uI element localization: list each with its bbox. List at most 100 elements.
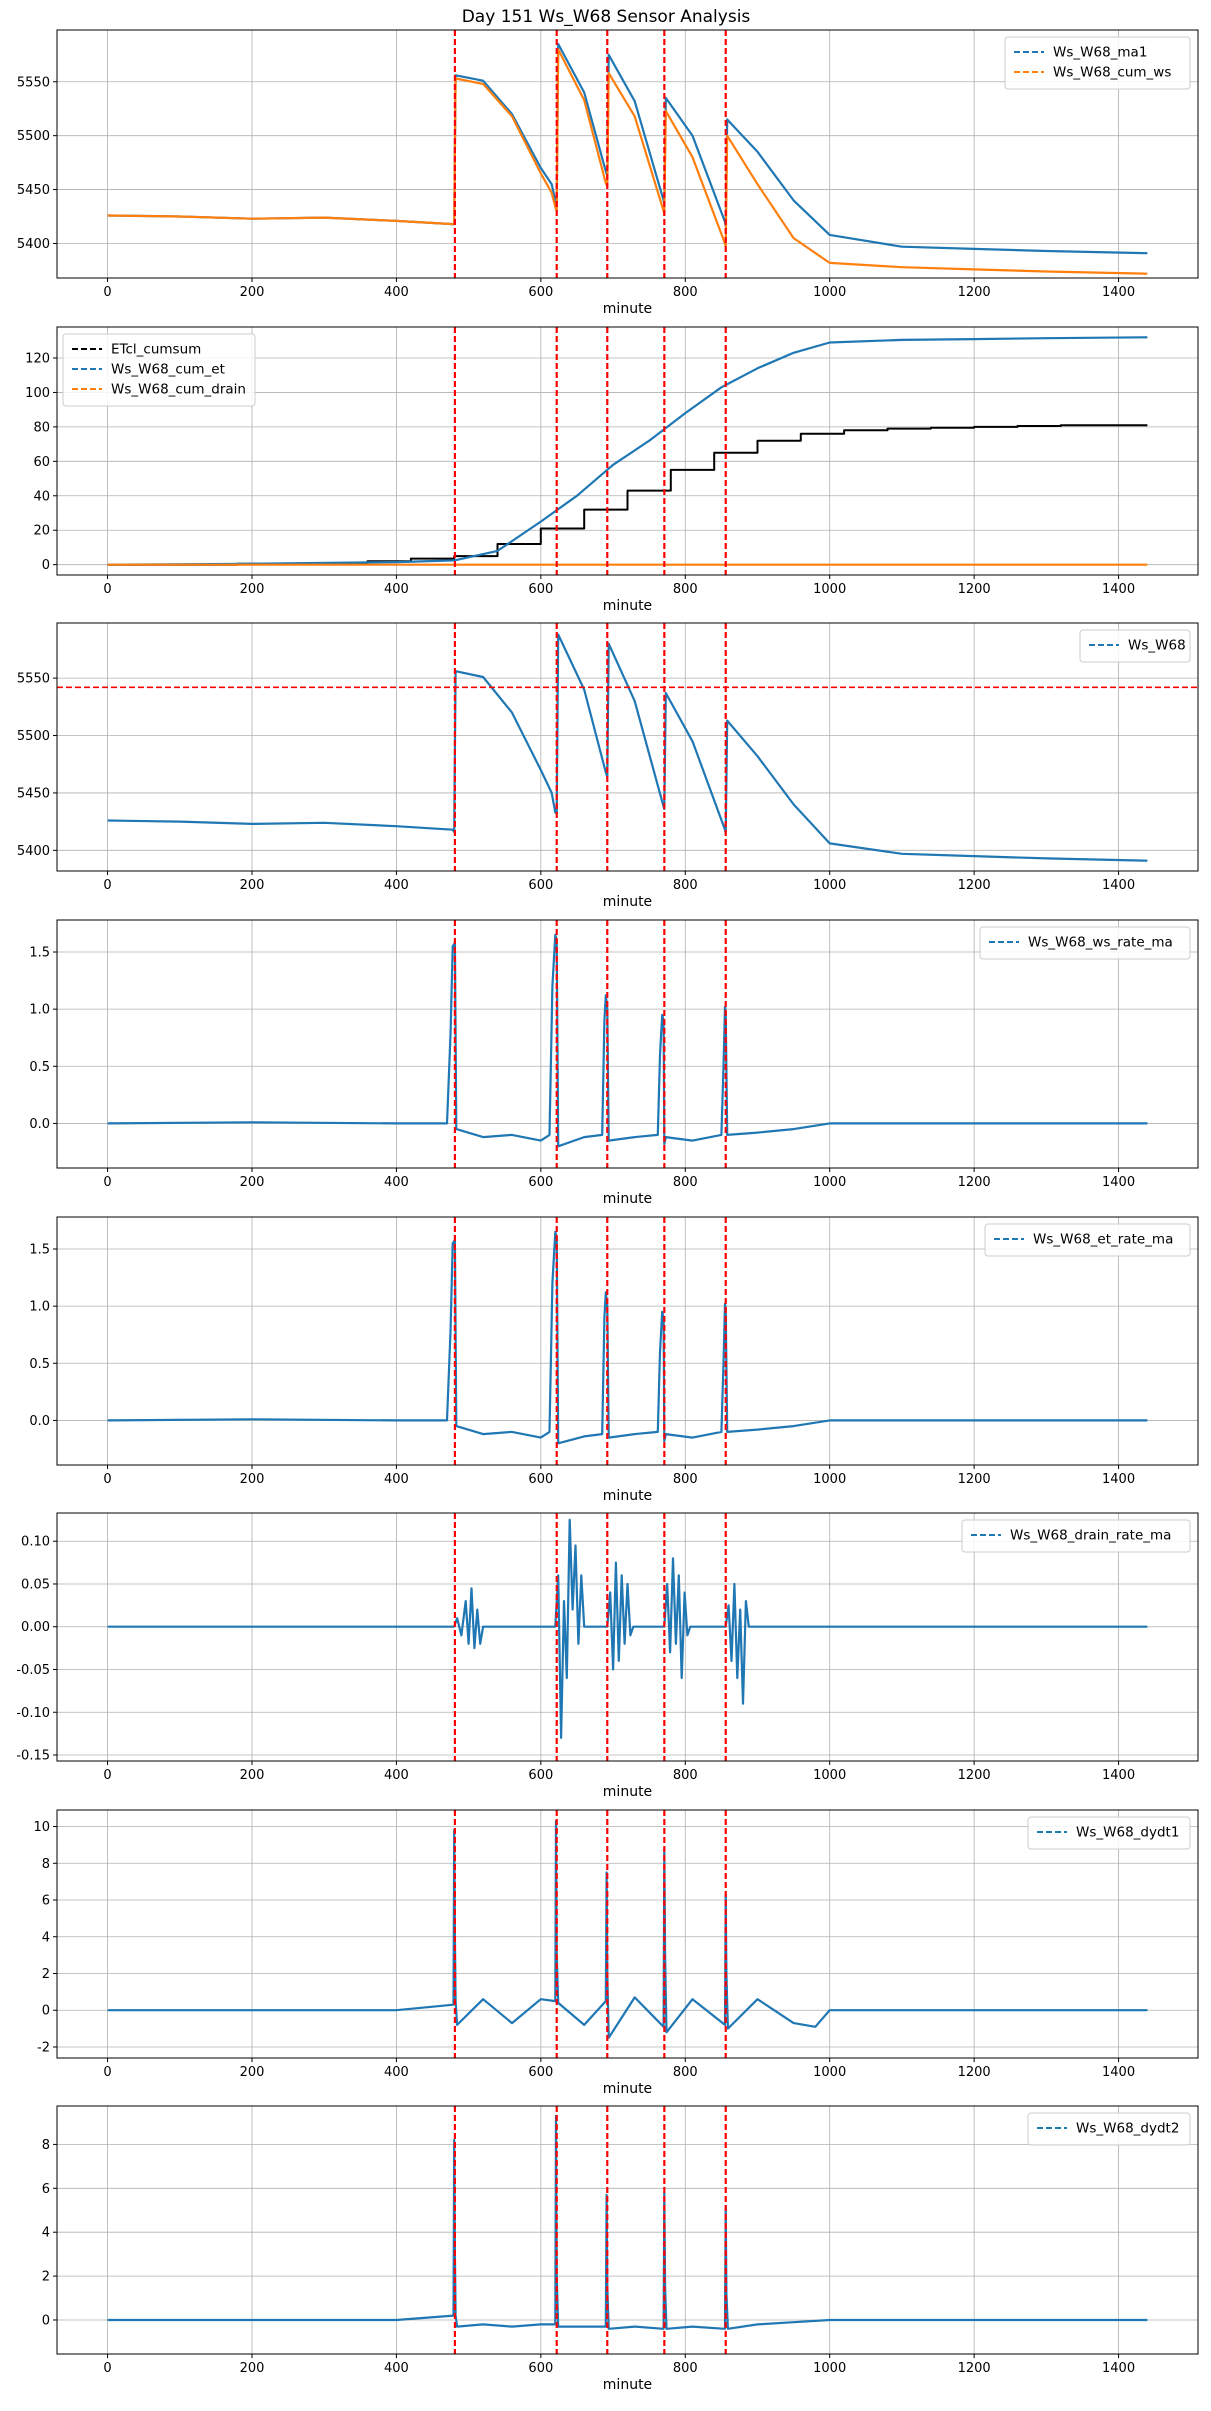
x-tick-label: 1200 (958, 582, 991, 597)
x-tick-label: 0 (103, 1472, 111, 1487)
series-group (107, 1217, 1148, 1465)
x-tick-label: 400 (384, 1768, 409, 1783)
x-tick-label: 600 (528, 582, 553, 597)
x-tick-label: 0 (103, 1175, 111, 1190)
axes-frame (56, 622, 1199, 872)
x-tick-label: 0 (103, 2065, 111, 2080)
y-tick-label: 1.5 (29, 946, 50, 961)
x-tick-label: 1200 (958, 285, 991, 300)
y-tick-label: 0.5 (29, 1060, 50, 1075)
x-tick-label: 1200 (958, 1175, 991, 1190)
y-tick-label: 0.10 (21, 1535, 50, 1550)
x-tick-label: 1200 (958, 1768, 991, 1783)
y-tick-label: 5500 (17, 129, 50, 144)
legend: Ws_W68_dydt2 (1027, 2112, 1191, 2146)
subplot-p7: 0 200 400 600 800 1000 1200 1400 -2 0 2 4 6 8 10 minute… (33, 1809, 1199, 2097)
y-tick-label: 120 (25, 352, 50, 367)
legend-box (1027, 2112, 1191, 2146)
y-tick-label: -0.15 (16, 1749, 50, 1764)
x-tick-label: 1400 (1102, 1768, 1135, 1783)
x-tick-label: 1200 (958, 878, 991, 893)
y-tick-label: 8 (42, 2138, 50, 2153)
x-tick-label: 600 (528, 2361, 553, 2376)
legend-box (62, 333, 256, 407)
legend-label: Ws_W68_drain_rate_ma (1010, 1528, 1171, 1544)
y-tick-label: 60 (33, 455, 50, 470)
x-tick-label: 800 (673, 1175, 698, 1190)
series-line-Ws_W68 (107, 633, 1148, 862)
x-tick-label: 0 (103, 878, 111, 893)
legend-label: Ws_W68_ma1 (1053, 45, 1147, 61)
axes-frame (56, 919, 1199, 1169)
y-tick-label: 4 (42, 1930, 50, 1945)
x-axis-label: minute (603, 2081, 652, 2097)
subplot-p2: 0 200 400 600 800 1000 1200 1400 0 20 40 60 80 100 120… (25, 326, 1199, 614)
x-tick-label: 1400 (1102, 285, 1135, 300)
x-tick-label: 600 (528, 1472, 553, 1487)
x-tick-label: 1000 (813, 878, 846, 893)
x-tick-label: 0 (103, 582, 111, 597)
x-tick-label: 0 (103, 2361, 111, 2376)
x-tick-label: 200 (240, 2065, 265, 2080)
y-tick-label: 20 (33, 524, 50, 539)
legend-label: Ws_W68 (1128, 638, 1186, 654)
y-tick-label: 5400 (17, 844, 50, 859)
series-group (107, 1810, 1148, 2058)
x-tick-label: 400 (384, 2065, 409, 2080)
figure-title: Day 151 Ws_W68 Sensor Analysis (462, 7, 751, 27)
y-tick-label: 0 (42, 558, 50, 573)
series-group (107, 920, 1148, 1168)
x-tick-label: 800 (673, 2065, 698, 2080)
legend: Ws_W68_et_rate_ma (984, 1223, 1191, 1257)
y-tick-label: 5550 (17, 672, 50, 687)
axes-frame (56, 2105, 1199, 2355)
y-tick-label: 5450 (17, 786, 50, 801)
x-tick-label: 1000 (813, 2065, 846, 2080)
legend: Ws_W68_ws_rate_ma (979, 926, 1191, 960)
x-tick-label: 1400 (1102, 878, 1135, 893)
legend-label: Ws_W68_dydt2 (1076, 2121, 1179, 2137)
x-tick-label: 600 (528, 2065, 553, 2080)
y-tick-label: 0 (42, 2313, 50, 2328)
series-group (107, 30, 1148, 278)
axes-frame (56, 1512, 1199, 1762)
y-tick-label: 8 (42, 1857, 50, 1872)
x-tick-label: 400 (384, 1175, 409, 1190)
y-tick-label: -0.05 (16, 1663, 50, 1678)
x-axis-label: minute (603, 1784, 652, 1800)
y-tick-label: -0.10 (16, 1706, 50, 1721)
subplot-p5: 0 200 400 600 800 1000 1200 1400 0.0 0.5 1.0 1.5 min… (29, 1216, 1199, 1504)
x-tick-label: 1200 (958, 2065, 991, 2080)
legend: Ws_W68_dydt1 (1027, 1816, 1191, 1850)
legend: ETcl_cumsum Ws_W68_cum_et Ws_W68_cum_drain (62, 333, 256, 407)
y-tick-label: 4 (42, 2226, 50, 2241)
y-tick-label: 1.5 (29, 1243, 50, 1258)
y-tick-label: 5400 (17, 237, 50, 252)
x-tick-label: 200 (240, 285, 265, 300)
y-tick-label: 0.00 (21, 1620, 50, 1635)
y-tick-label: 0.05 (21, 1577, 50, 1592)
x-tick-label: 1000 (813, 582, 846, 597)
y-tick-label: 80 (33, 420, 50, 435)
legend-label: Ws_W68_cum_et (111, 362, 225, 378)
axes-frame (56, 1809, 1199, 2059)
legend-label: Ws_W68_ws_rate_ma (1028, 935, 1173, 951)
x-tick-label: 800 (673, 285, 698, 300)
legend-box (984, 1223, 1191, 1257)
x-tick-label: 0 (103, 1768, 111, 1783)
series-line-Ws_W68_cum_ws (107, 48, 1148, 275)
series-line-Ws_W68_ma1 (107, 42, 1148, 255)
x-tick-label: 800 (673, 2361, 698, 2376)
axes-frame (56, 1216, 1199, 1466)
x-tick-label: 400 (384, 878, 409, 893)
legend-box (1027, 1816, 1191, 1850)
series-line-Ws_W68_cum_et (107, 336, 1148, 566)
y-tick-label: 6 (42, 1894, 50, 1909)
y-tick-label: 6 (42, 2182, 50, 2197)
x-tick-label: 400 (384, 285, 409, 300)
y-tick-label: 10 (33, 1820, 50, 1835)
subplot-p8: 0 200 400 600 800 1000 1200 1400 0 2 4 6 8 minute Ws_W… (42, 2105, 1199, 2393)
x-tick-label: 800 (673, 878, 698, 893)
x-tick-label: 1200 (958, 1472, 991, 1487)
